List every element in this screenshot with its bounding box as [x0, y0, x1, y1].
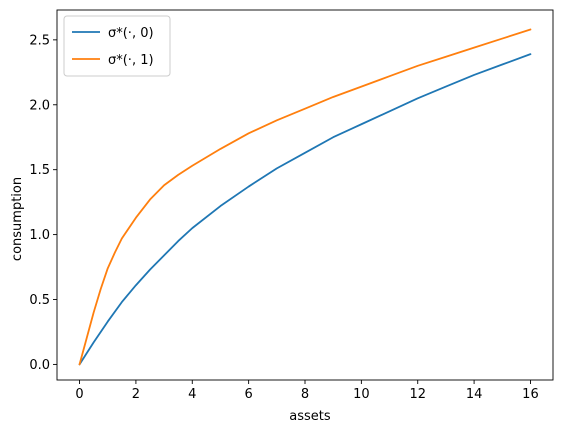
- y-tick-label: 2.0: [29, 98, 50, 113]
- x-tick-label: 14: [466, 387, 483, 402]
- x-tick-label: 12: [409, 387, 426, 402]
- x-tick-label: 4: [188, 387, 196, 402]
- x-tick-label: 16: [522, 387, 539, 402]
- y-tick-label: 0.5: [29, 293, 50, 308]
- x-tick-label: 0: [75, 387, 83, 402]
- x-tick-label: 2: [132, 387, 140, 402]
- series-line-1: [78, 28, 532, 366]
- y-tick-label: 1.5: [29, 163, 50, 178]
- plot-area: [78, 28, 532, 366]
- y-tick-label: 2.5: [29, 33, 50, 48]
- legend-label-0: σ*(·, 0): [108, 26, 154, 41]
- x-axis-label: assets: [289, 409, 331, 424]
- y-axis-label: consumption: [10, 177, 25, 261]
- x-tick-label: 6: [244, 387, 252, 402]
- y-tick-label: 1.0: [29, 228, 50, 243]
- legend-box: [63, 15, 171, 77]
- x-tick-label: 8: [301, 387, 309, 402]
- series-line-0: [78, 53, 532, 366]
- legend-label-1: σ*(·, 1): [108, 53, 154, 68]
- y-tick-label: 0.0: [29, 358, 50, 373]
- x-tick-label: 10: [353, 387, 370, 402]
- legend: σ*(·, 0) σ*(·, 1): [63, 15, 171, 77]
- axes: 0 2 4 6 8 10 12 14 16 0.0 0.5 1.0 1.5 2.0 2.5: [29, 9, 554, 402]
